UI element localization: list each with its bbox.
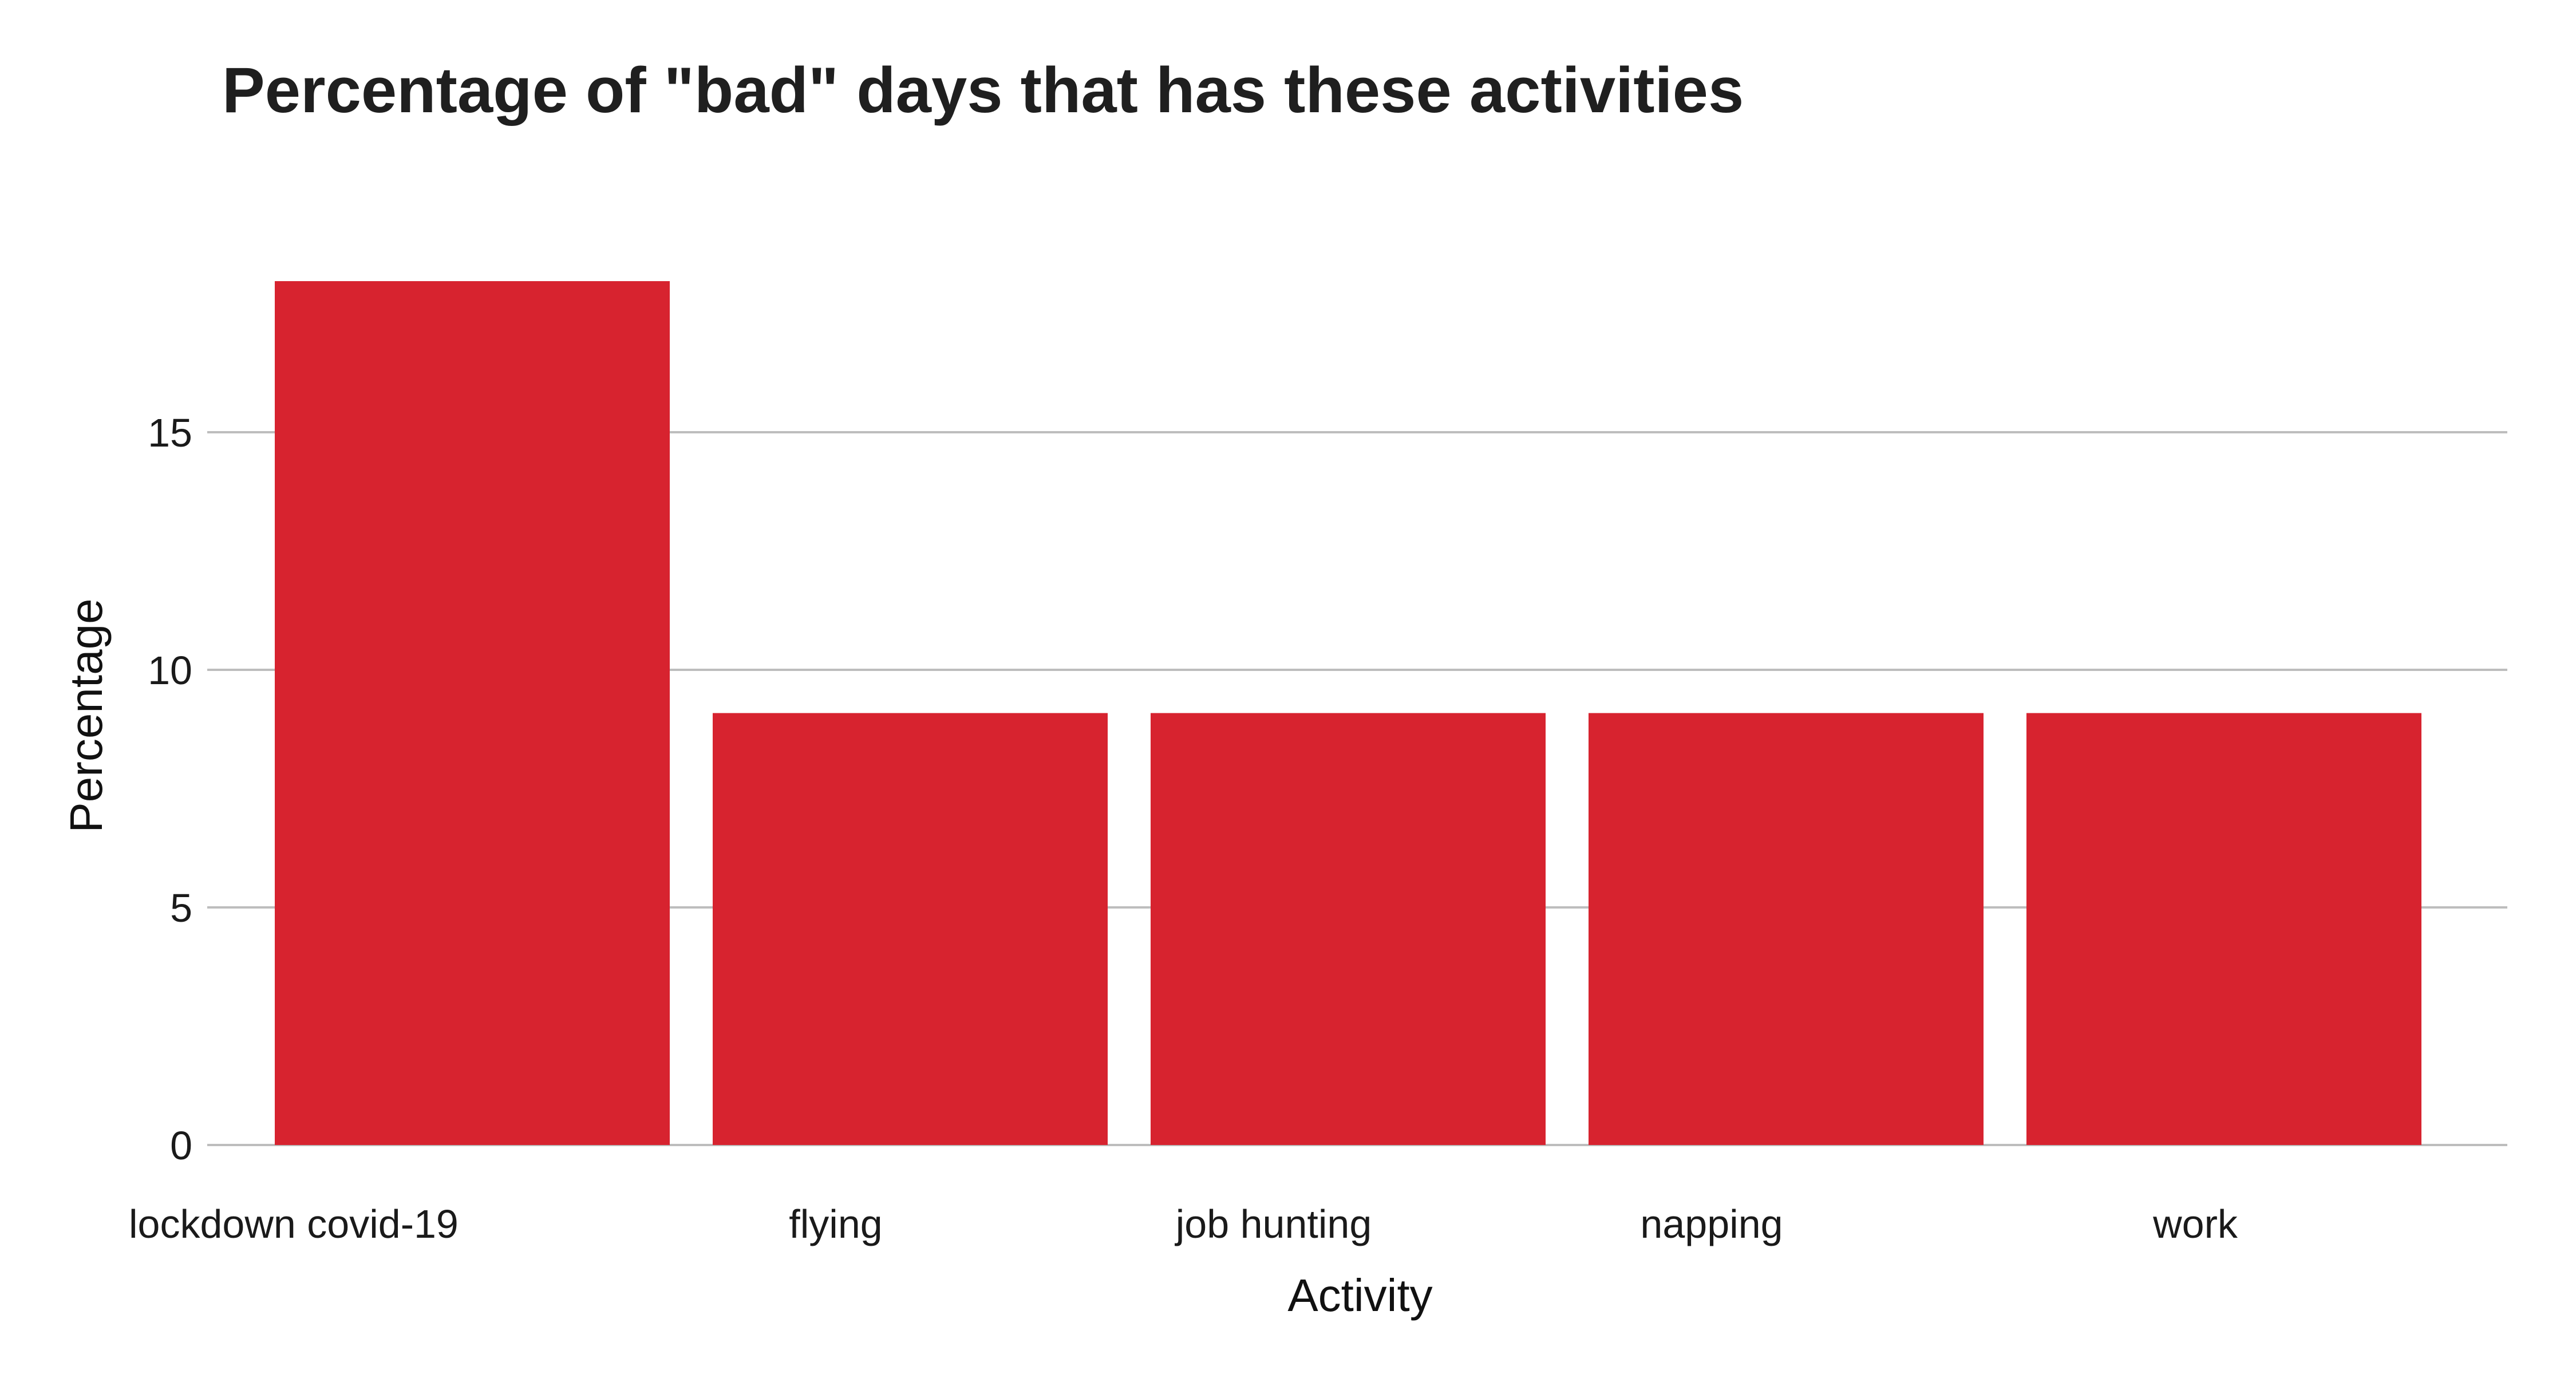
y-axis-ticks: 0 5 10 15 xyxy=(148,410,220,1168)
bars xyxy=(275,281,2421,1145)
x-tick-label: job hunting xyxy=(1175,1202,1372,1246)
y-tick-label: 0 xyxy=(170,1123,192,1168)
x-tick-label: napping xyxy=(1640,1202,1783,1246)
y-axis-label: Percentage xyxy=(61,598,112,832)
chart-title: Percentage of "bad" days that has these … xyxy=(222,54,1744,126)
x-axis-label: Activity xyxy=(1287,1270,1432,1321)
x-axis-ticks: lockdown covid-19 flying job hunting nappin… xyxy=(129,1202,2238,1246)
x-tick-label: lockdown covid-19 xyxy=(129,1202,459,1246)
y-tick-label: 5 xyxy=(170,886,192,930)
bar-flying xyxy=(713,713,1108,1145)
bar-lockdown-covid-19 xyxy=(275,281,670,1145)
x-tick-label: work xyxy=(2152,1202,2238,1246)
y-tick-label: 10 xyxy=(148,648,192,693)
bar-work xyxy=(2026,713,2421,1145)
y-tick-label: 15 xyxy=(148,410,192,455)
bar-job-hunting xyxy=(1151,713,1546,1145)
bar-napping xyxy=(1589,713,1984,1145)
x-tick-label: flying xyxy=(789,1202,882,1246)
